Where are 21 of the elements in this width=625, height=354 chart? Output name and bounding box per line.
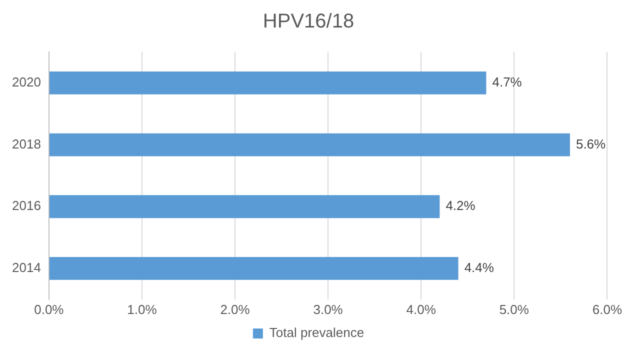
x-tick-label: 4.0%: [406, 302, 436, 317]
data-label: 4.7%: [492, 74, 522, 90]
bar: [49, 133, 570, 156]
x-tick-label: 0.0%: [34, 302, 64, 317]
x-tick-label: 3.0%: [313, 302, 344, 317]
legend-label: Total prevalence: [269, 325, 364, 340]
data-label: 4.2%: [446, 198, 476, 214]
x-tick-label: 6.0%: [592, 302, 622, 317]
x-tick-label: 2.0%: [220, 302, 250, 317]
y-tick-label: 2018: [12, 136, 41, 152]
data-label: 4.4%: [464, 260, 494, 276]
bar: [49, 195, 440, 218]
bar: [49, 257, 458, 280]
x-tick-label: 1.0%: [127, 302, 158, 317]
chart-title: HPV16/18: [262, 10, 354, 33]
y-tick-label: 2016: [12, 198, 41, 214]
bar: [49, 71, 486, 94]
x-tick-label: 5.0%: [499, 302, 530, 317]
y-tick-label: 2014: [12, 260, 41, 276]
data-label: 5.6%: [576, 136, 606, 152]
y-tick-label: 2020: [12, 74, 41, 90]
